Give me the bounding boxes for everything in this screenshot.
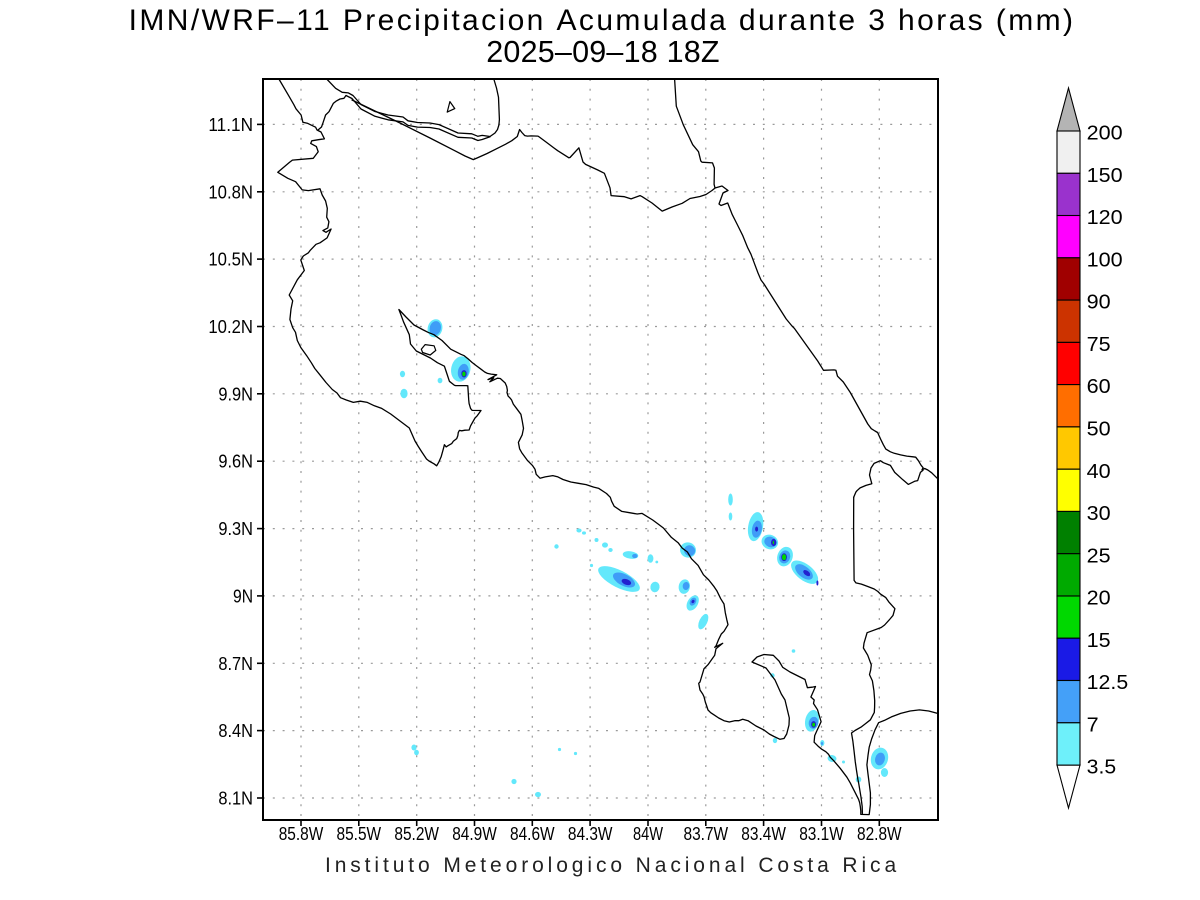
svg-text:12.5: 12.5: [1087, 672, 1129, 694]
svg-text:25: 25: [1087, 545, 1111, 567]
svg-text:8.7N: 8.7N: [218, 654, 253, 674]
svg-text:83.4W: 83.4W: [741, 824, 786, 844]
svg-text:9.6N: 9.6N: [218, 452, 253, 472]
svg-text:3.5: 3.5: [1087, 757, 1117, 779]
svg-text:84W: 84W: [633, 824, 663, 844]
svg-text:30: 30: [1087, 503, 1111, 525]
svg-text:10.5N: 10.5N: [208, 250, 253, 270]
svg-text:83.1W: 83.1W: [799, 824, 844, 844]
svg-text:84.6W: 84.6W: [510, 824, 555, 844]
svg-text:10.8N: 10.8N: [208, 182, 253, 202]
svg-text:90: 90: [1087, 292, 1111, 314]
svg-text:50: 50: [1087, 419, 1111, 441]
svg-text:85.8W: 85.8W: [279, 824, 324, 844]
svg-text:85.5W: 85.5W: [337, 824, 382, 844]
svg-text:200: 200: [1087, 123, 1123, 145]
svg-text:75: 75: [1087, 334, 1111, 356]
svg-text:11.1N: 11.1N: [208, 115, 253, 135]
svg-text:83.7W: 83.7W: [684, 824, 729, 844]
svg-text:9.3N: 9.3N: [218, 519, 253, 539]
svg-text:20: 20: [1087, 588, 1111, 610]
svg-text:60: 60: [1087, 376, 1111, 398]
svg-text:120: 120: [1087, 207, 1123, 229]
svg-text:8.1N: 8.1N: [218, 789, 253, 809]
svg-text:15: 15: [1087, 630, 1111, 652]
svg-text:9N: 9N: [233, 586, 253, 606]
svg-text:82.8W: 82.8W: [857, 824, 902, 844]
svg-text:84.9W: 84.9W: [452, 824, 497, 844]
svg-text:9.9N: 9.9N: [218, 384, 253, 404]
svg-text:84.3W: 84.3W: [568, 824, 613, 844]
svg-text:100: 100: [1087, 249, 1123, 271]
svg-text:85.2W: 85.2W: [394, 824, 439, 844]
svg-text:150: 150: [1087, 165, 1123, 187]
svg-text:8.4N: 8.4N: [218, 721, 253, 741]
svg-text:10.2N: 10.2N: [208, 317, 253, 337]
svg-text:40: 40: [1087, 461, 1111, 483]
svg-text:7: 7: [1087, 714, 1099, 736]
